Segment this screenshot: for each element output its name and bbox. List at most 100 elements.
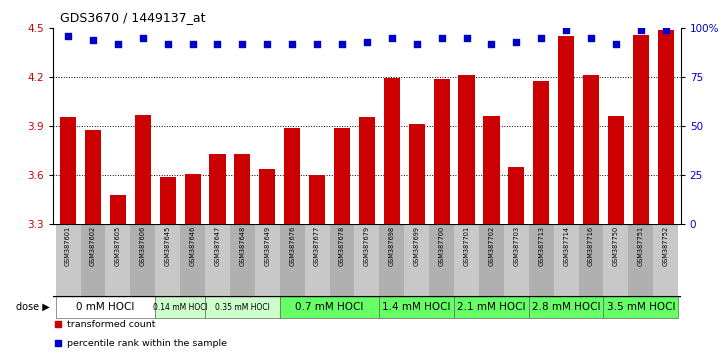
Point [561,27,572,33]
Bar [454,296,529,318]
Text: GSM387648: GSM387648 [240,226,245,267]
Text: GSM387701: GSM387701 [464,226,470,266]
Bar [55,224,81,296]
Text: GDS3670 / 1449137_at: GDS3670 / 1449137_at [60,11,206,24]
Text: GSM387645: GSM387645 [165,226,170,267]
Bar [259,169,275,224]
Point [461,35,472,41]
Bar [205,224,230,296]
Bar [304,224,330,296]
Point [112,41,124,46]
Bar [434,79,450,224]
Text: GSM387679: GSM387679 [364,226,370,266]
Bar [483,116,499,224]
Bar [359,117,375,224]
Text: GSM387605: GSM387605 [115,226,121,267]
Text: GSM387606: GSM387606 [140,226,146,267]
Text: percentile rank within the sample: percentile rank within the sample [67,339,227,348]
Text: GSM387703: GSM387703 [513,226,519,266]
Text: GSM387699: GSM387699 [414,226,420,266]
Bar [558,36,574,224]
Text: GSM387750: GSM387750 [613,226,619,267]
Bar [554,224,579,296]
Point [386,35,397,41]
Text: GSM387716: GSM387716 [588,226,594,266]
Bar [309,175,325,224]
Point [585,35,597,41]
Bar [533,81,550,224]
Text: GSM387676: GSM387676 [289,226,296,267]
Bar [106,224,130,296]
Point [212,41,223,46]
Bar [205,296,280,318]
Bar [459,75,475,224]
Text: GSM387700: GSM387700 [438,226,445,267]
Point [162,41,173,46]
Bar [280,296,379,318]
Point [261,41,273,46]
Bar [529,296,604,318]
Point [660,27,671,33]
Bar [384,78,400,224]
Bar [280,224,304,296]
Bar [604,296,678,318]
Bar [159,177,175,224]
Text: GSM387601: GSM387601 [65,226,71,266]
Text: GSM387677: GSM387677 [314,226,320,267]
Bar [355,224,379,296]
Point [635,27,646,33]
Text: GSM387698: GSM387698 [389,226,395,266]
Bar [330,224,355,296]
Text: GSM387602: GSM387602 [90,226,96,267]
Point [87,37,99,42]
Text: GSM387649: GSM387649 [264,226,270,266]
Text: GSM387678: GSM387678 [339,226,345,267]
Text: dose ▶: dose ▶ [16,302,50,312]
Bar [379,224,404,296]
Text: GSM387714: GSM387714 [563,226,569,266]
Bar [529,224,554,296]
Point [486,41,497,46]
Bar [608,116,624,224]
Point [610,41,622,46]
Point [411,41,422,46]
Text: 0.14 mM HOCl: 0.14 mM HOCl [153,303,207,312]
Point [137,35,149,41]
Bar [210,154,226,224]
Bar [230,224,255,296]
Text: GSM387713: GSM387713 [538,226,545,266]
Point [237,41,248,46]
Bar [604,224,628,296]
Bar [60,117,76,224]
Bar [657,30,674,224]
Bar [653,224,678,296]
Text: GSM387702: GSM387702 [488,226,494,267]
Bar [55,296,155,318]
Text: 2.1 mM HOCl: 2.1 mM HOCl [457,302,526,312]
Bar [81,224,106,296]
Text: 0.7 mM HOCl: 0.7 mM HOCl [296,302,364,312]
Bar [479,224,504,296]
Bar [504,224,529,296]
Bar [508,167,524,224]
Text: GSM387751: GSM387751 [638,226,644,266]
Bar [583,75,599,224]
Bar [408,124,425,224]
Point [187,41,199,46]
Text: GSM387646: GSM387646 [189,226,196,267]
Bar [130,224,155,296]
Point [312,41,323,46]
Text: GSM387647: GSM387647 [215,226,221,267]
Bar [284,129,300,224]
Bar [255,224,280,296]
Bar [379,296,454,318]
Text: transformed count: transformed count [67,320,156,329]
Point [436,35,448,41]
Bar [633,35,649,224]
Point [52,322,64,327]
Text: 3.5 mM HOCl: 3.5 mM HOCl [606,302,675,312]
Text: 1.4 mM HOCl: 1.4 mM HOCl [382,302,451,312]
Bar [180,224,205,296]
Bar [628,224,653,296]
Bar [430,224,454,296]
